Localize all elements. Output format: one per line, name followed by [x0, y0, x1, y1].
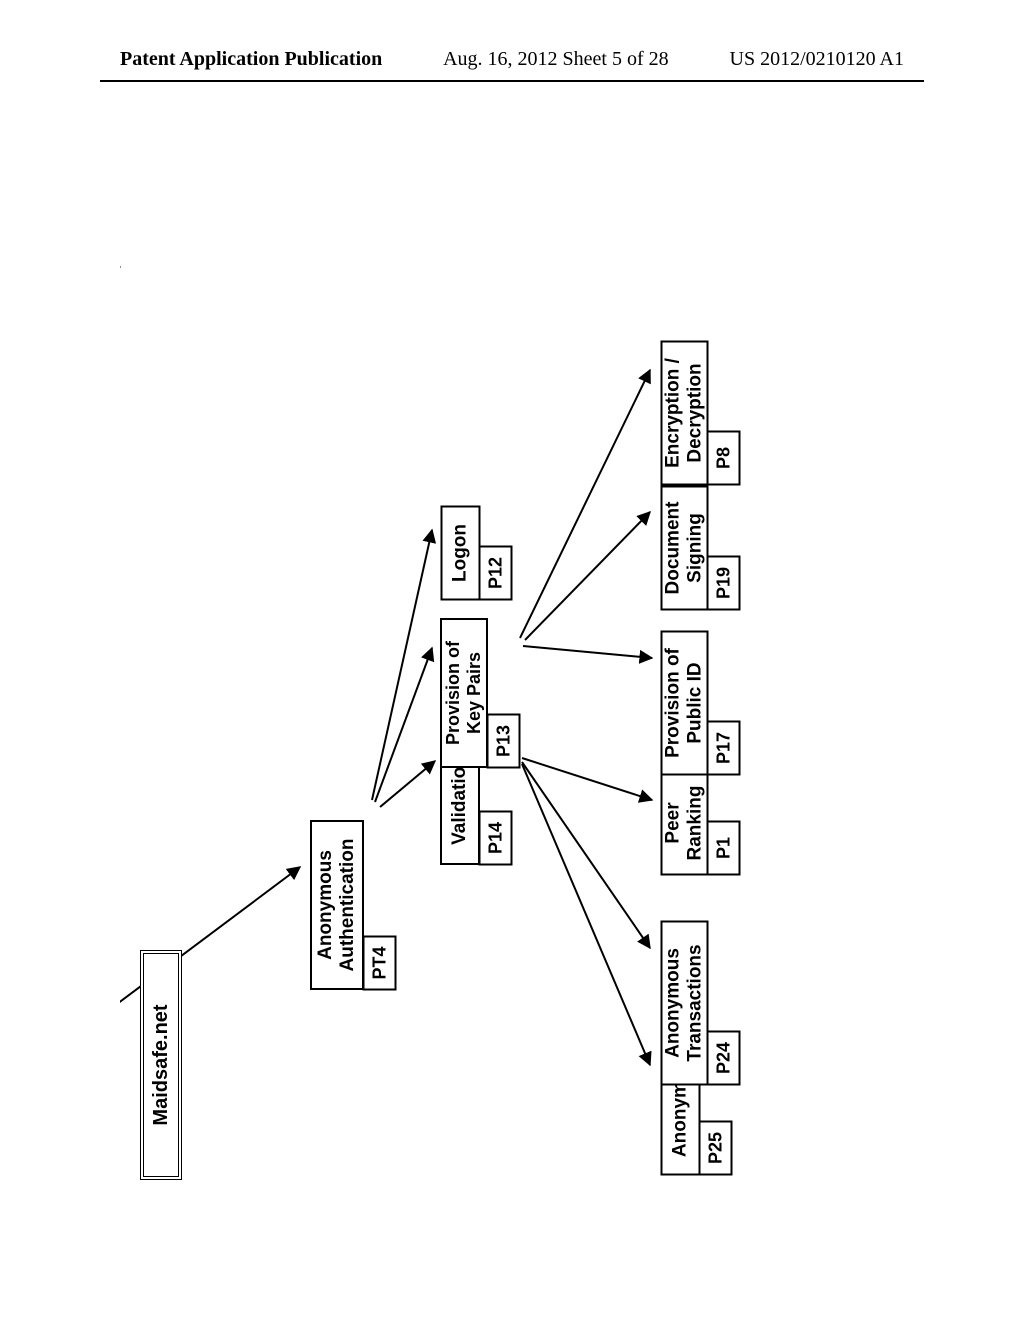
node-anonauth-tag: PT4 — [362, 935, 396, 990]
edge-anonauth-logon — [372, 530, 432, 800]
edge-validation-peerrank — [522, 758, 652, 800]
node-peerrank-tag: P1 — [706, 820, 740, 875]
edge-keypairs-docsign — [525, 512, 650, 640]
header-center: Aug. 16, 2012 Sheet 5 of 28 — [443, 48, 669, 71]
node-publicid: Provision ofPublic ID — [660, 630, 708, 775]
edge-validation-anonymity — [522, 764, 650, 1065]
edge-keypairs-encdec — [520, 370, 650, 638]
header-right: US 2012/0210120 A1 — [730, 48, 904, 71]
node-encdec: Encryption /Decryption — [660, 340, 708, 485]
node-logon: Logon — [440, 505, 480, 600]
edge-keypairs-publicid — [523, 646, 652, 658]
header-left: Patent Application Publication — [120, 48, 382, 71]
edge-validation-anontrans — [522, 762, 650, 948]
node-publicid-tag: P17 — [706, 720, 740, 775]
page-header: Patent Application Publication Aug. 16, … — [0, 48, 1024, 71]
diagram-canvas: Figure 1e Maidsafe.netAnonymousAuthentic… — [120, 160, 904, 1170]
node-anontrans: AnonymousTransactions — [660, 920, 708, 1085]
node-keypairs-tag: P13 — [486, 713, 520, 768]
edges-layer — [120, 160, 904, 1170]
node-logon-tag: P12 — [478, 545, 512, 600]
node-peerrank: PeerRanking — [660, 770, 708, 875]
node-docsign: DocumentSigning — [660, 485, 708, 610]
node-maidsafe: Maidsafe.net — [140, 950, 182, 1180]
edge-anonauth-keypairs — [375, 648, 432, 802]
node-validation-tag: P14 — [478, 810, 512, 865]
node-anonauth: AnonymousAuthentication — [310, 820, 364, 990]
node-keypairs: Provision ofKey Pairs — [440, 618, 488, 768]
node-anonymity-tag: P25 — [698, 1120, 732, 1175]
node-anontrans-tag: P24 — [706, 1030, 740, 1085]
page: Patent Application Publication Aug. 16, … — [0, 0, 1024, 1320]
node-encdec-tag: P8 — [706, 430, 740, 485]
header-rule — [100, 80, 924, 82]
node-docsign-tag: P19 — [706, 555, 740, 610]
